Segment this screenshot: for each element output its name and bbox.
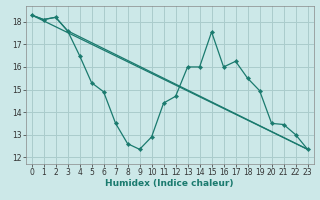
X-axis label: Humidex (Indice chaleur): Humidex (Indice chaleur)	[105, 179, 234, 188]
